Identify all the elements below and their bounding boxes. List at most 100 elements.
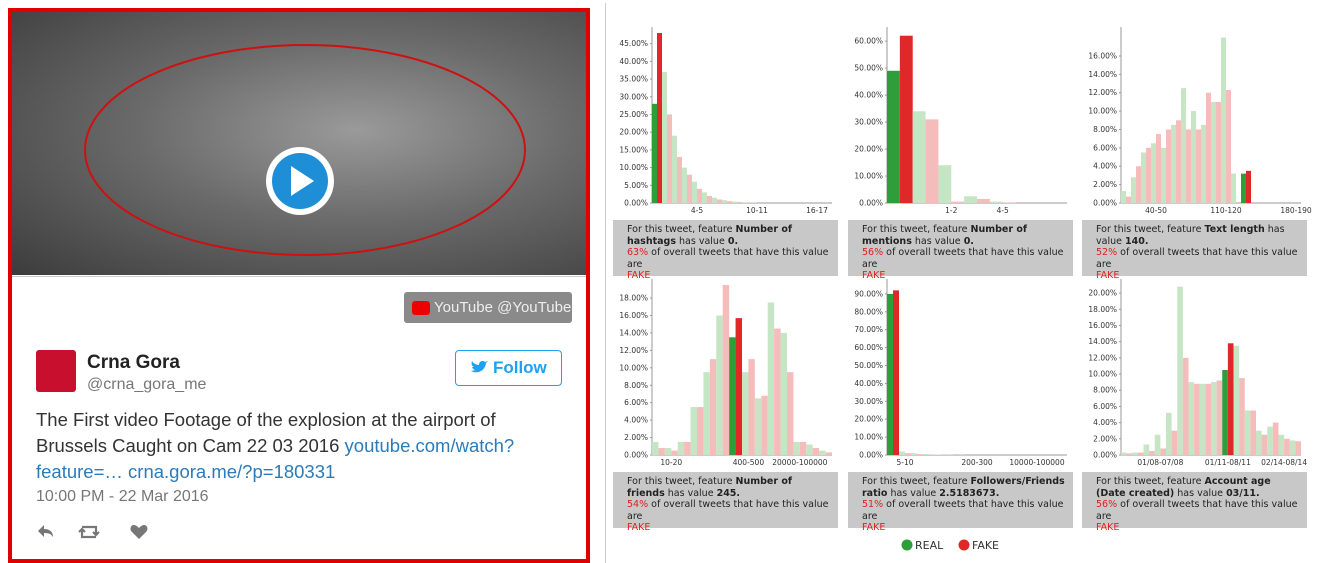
caption-text: has value [915, 236, 961, 247]
y-tick-label: 14.00% [1088, 337, 1117, 346]
y-tick-label: 0.00% [624, 451, 648, 460]
bar [1256, 431, 1262, 455]
bar [1186, 129, 1191, 203]
bar [1284, 439, 1290, 455]
bar [657, 33, 662, 203]
verdict: FAKE [1096, 270, 1119, 281]
bar [826, 452, 832, 455]
y-tick-label: 5.00% [624, 181, 648, 190]
caption-text: has value [668, 488, 714, 499]
x-tick-label: 10-11 [746, 206, 768, 215]
bar [1136, 166, 1141, 203]
y-tick-label: 0.00% [1093, 451, 1117, 460]
bar [819, 451, 825, 455]
caption-text: of overall tweets that have this value a… [627, 499, 828, 522]
bar [717, 199, 722, 203]
bar [1205, 384, 1211, 455]
bar [1196, 129, 1201, 203]
y-tick-label: 10.00% [1088, 107, 1117, 116]
bar [684, 442, 690, 455]
bar [1160, 449, 1166, 455]
bar [929, 454, 935, 455]
bar [1211, 102, 1216, 203]
y-tick-label: 30.00% [854, 397, 883, 406]
legend-swatch [902, 540, 913, 551]
bar [813, 448, 819, 455]
bar [899, 451, 905, 455]
x-tick-label: 4-5 [997, 206, 1009, 215]
bar [697, 189, 702, 203]
y-tick-label: 4.00% [624, 416, 648, 425]
x-tick-label: 40-50 [1145, 206, 1167, 215]
bar [761, 396, 767, 455]
bar [900, 36, 913, 203]
bar [926, 119, 939, 203]
bar [1217, 381, 1223, 455]
y-tick-label: 40.00% [854, 379, 883, 388]
bar [677, 157, 682, 203]
bar [893, 290, 899, 455]
y-tick-label: 15.00% [619, 145, 648, 154]
bar [716, 316, 722, 455]
feature-value: 0. [728, 236, 738, 247]
bar [1231, 174, 1236, 203]
bar [1177, 287, 1183, 455]
bar [665, 448, 671, 455]
bar [729, 337, 735, 455]
bar [697, 407, 703, 455]
bar [1161, 148, 1166, 203]
bar [678, 442, 684, 455]
caption-text: For this tweet, feature [1096, 476, 1201, 487]
feature-value: 03/11. [1226, 488, 1260, 499]
y-tick-label: 45.00% [619, 39, 648, 48]
bar [768, 302, 774, 455]
y-tick-label: 10.00% [1088, 370, 1117, 379]
bar [1279, 435, 1285, 455]
bar [1200, 384, 1206, 455]
y-tick-label: 10.00% [619, 163, 648, 172]
bar [913, 111, 926, 203]
bar [703, 372, 709, 455]
bar [687, 175, 692, 203]
y-tick-label: 10.00% [854, 172, 883, 181]
bar [692, 182, 697, 203]
feature-value: 245. [717, 488, 740, 499]
bar [938, 165, 951, 203]
bar [742, 372, 748, 455]
y-tick-label: 4.00% [1093, 418, 1117, 427]
y-tick-label: 8.00% [624, 381, 648, 390]
percent: 56% [1096, 499, 1117, 510]
x-tick-label: 16-17 [806, 206, 828, 215]
bar [1176, 120, 1181, 203]
y-tick-label: 25.00% [619, 110, 648, 119]
y-tick-label: 6.00% [1093, 402, 1117, 411]
y-tick-label: 20.00% [1088, 289, 1117, 298]
bar [667, 114, 672, 203]
bar [732, 202, 737, 203]
verdict: FAKE [627, 270, 650, 281]
bar [1226, 90, 1231, 203]
y-tick-label: 2.00% [1093, 180, 1117, 189]
bar [1290, 440, 1296, 455]
x-tick-label: 02/14-08/14 [1261, 458, 1307, 467]
bar [755, 398, 761, 455]
caption-text: For this tweet, feature [627, 476, 732, 487]
bar [1181, 88, 1186, 203]
caption: For this tweet, feature Number of hashta… [613, 220, 838, 276]
y-tick-label: 30.00% [854, 118, 883, 127]
bar [951, 202, 964, 203]
bar [1234, 346, 1240, 455]
caption-text: of overall tweets that have this value a… [627, 247, 828, 270]
bar [707, 196, 712, 203]
bar [748, 359, 754, 455]
bar [1221, 38, 1226, 203]
verdict: FAKE [862, 522, 885, 533]
bar [672, 136, 677, 203]
caption: For this tweet, feature Account age (Dat… [1082, 472, 1307, 528]
feature-value: 140. [1125, 236, 1148, 247]
y-tick-label: 60.00% [854, 37, 883, 46]
bar [935, 454, 941, 455]
bar [1151, 143, 1156, 203]
y-tick-label: 60.00% [854, 343, 883, 352]
y-tick-label: 0.00% [624, 199, 648, 208]
